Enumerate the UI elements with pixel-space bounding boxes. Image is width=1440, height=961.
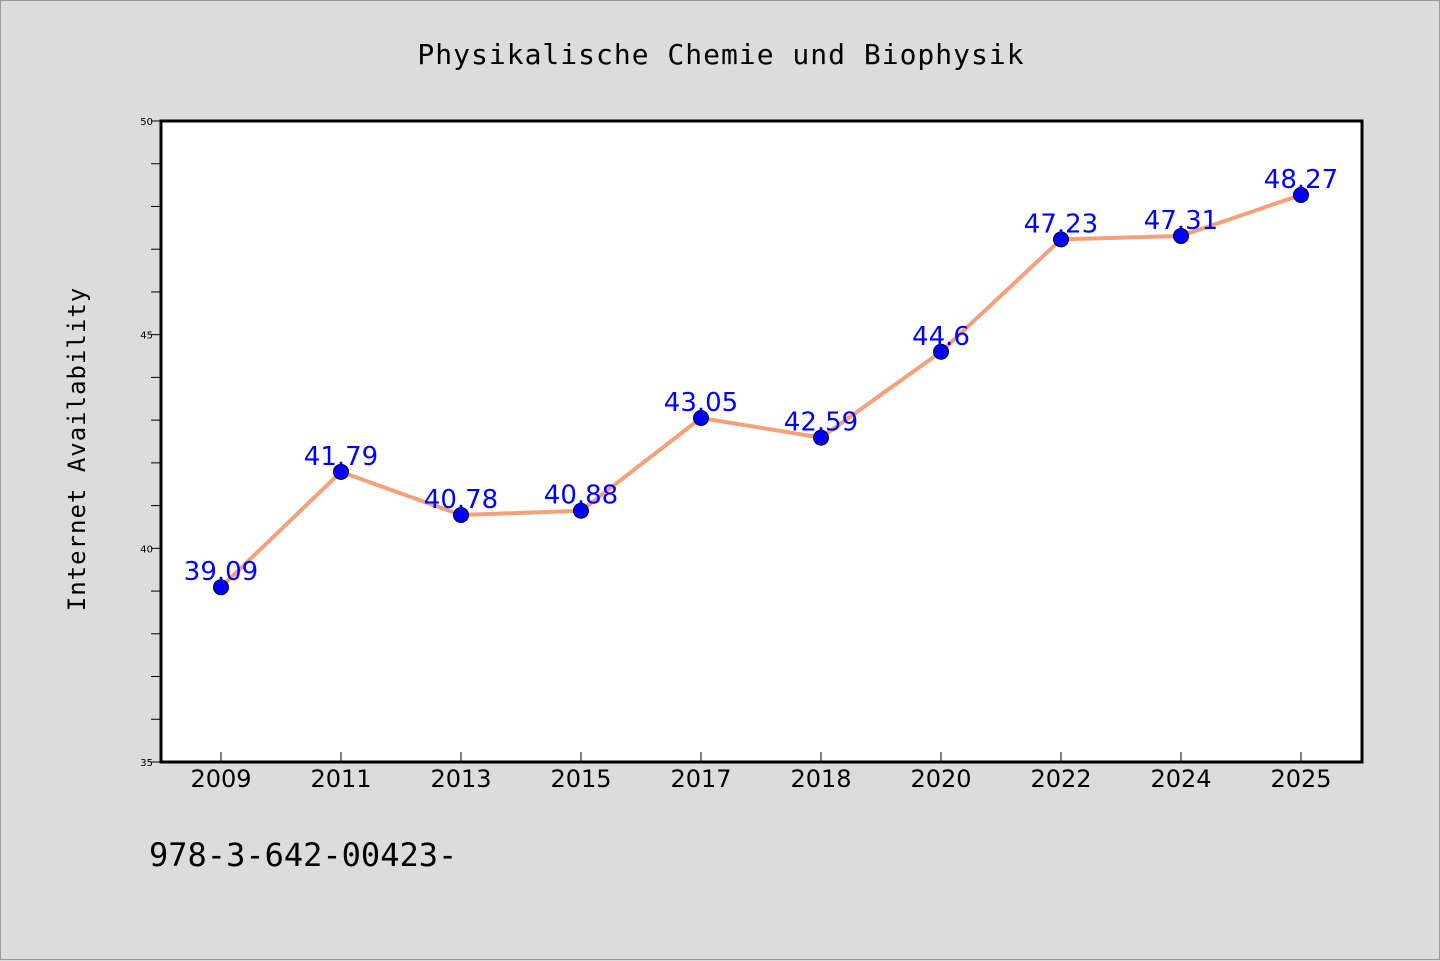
data-point-marker: [1053, 231, 1069, 248]
data-point-marker: [573, 502, 589, 519]
data-label: 44.6: [912, 322, 970, 352]
data-label: 40.88: [544, 481, 618, 511]
series-layer: 39.09 41.79 40.78 40.88 43.05 42.59 44.6 47.23 4…: [184, 165, 1338, 596]
data-point-marker: [333, 463, 349, 480]
data-point-marker: [1173, 227, 1189, 244]
y-tick-label: 40: [140, 544, 153, 555]
data-point-marker: [1293, 186, 1309, 203]
data-label: 40.78: [424, 485, 498, 515]
y-axis-ticks: 35 40 45 50: [140, 117, 161, 769]
data-point-marker: [933, 343, 949, 360]
series-line: [219, 192, 1303, 590]
x-tick-label: 2020: [910, 765, 971, 793]
x-tick-label: 2011: [310, 765, 371, 793]
data-point-marker: [693, 409, 709, 426]
data-point-marker: [813, 429, 829, 446]
data-label: 47.23: [1024, 209, 1098, 239]
data-label: 42.59: [784, 408, 858, 438]
x-axis-ticks: 2009 2011 2013 2015 2017 2018 2020 2022 2024 2025: [190, 752, 1332, 793]
data-label: 43.05: [664, 388, 738, 418]
x-tick-label: 2017: [670, 765, 731, 793]
chart-title: Physikalische Chemie und Biophysik: [417, 38, 1024, 71]
footer-isbn-text: 978-3-642-00423-: [149, 836, 457, 874]
x-tick-label: 2022: [1030, 765, 1091, 793]
x-tick-label: 2009: [190, 765, 251, 793]
data-point-marker: [213, 579, 229, 596]
data-point-marker: [453, 507, 469, 524]
y-tick-label: 45: [140, 331, 153, 342]
data-label: 39.09: [184, 557, 258, 587]
y-axis-label: Internet Availability: [63, 287, 91, 611]
plot-area: [159, 119, 1364, 764]
x-tick-label: 2015: [550, 765, 611, 793]
data-label: 48.27: [1264, 165, 1338, 195]
x-tick-label: 2013: [430, 765, 491, 793]
y-tick-label: 50: [140, 117, 153, 128]
x-tick-label: 2025: [1270, 765, 1331, 793]
data-label: 47.31: [1144, 206, 1218, 236]
x-tick-label: 2024: [1150, 765, 1211, 793]
x-tick-label: 2018: [790, 765, 851, 793]
y-tick-label: 35: [140, 758, 153, 769]
data-label: 41.79: [304, 442, 378, 472]
